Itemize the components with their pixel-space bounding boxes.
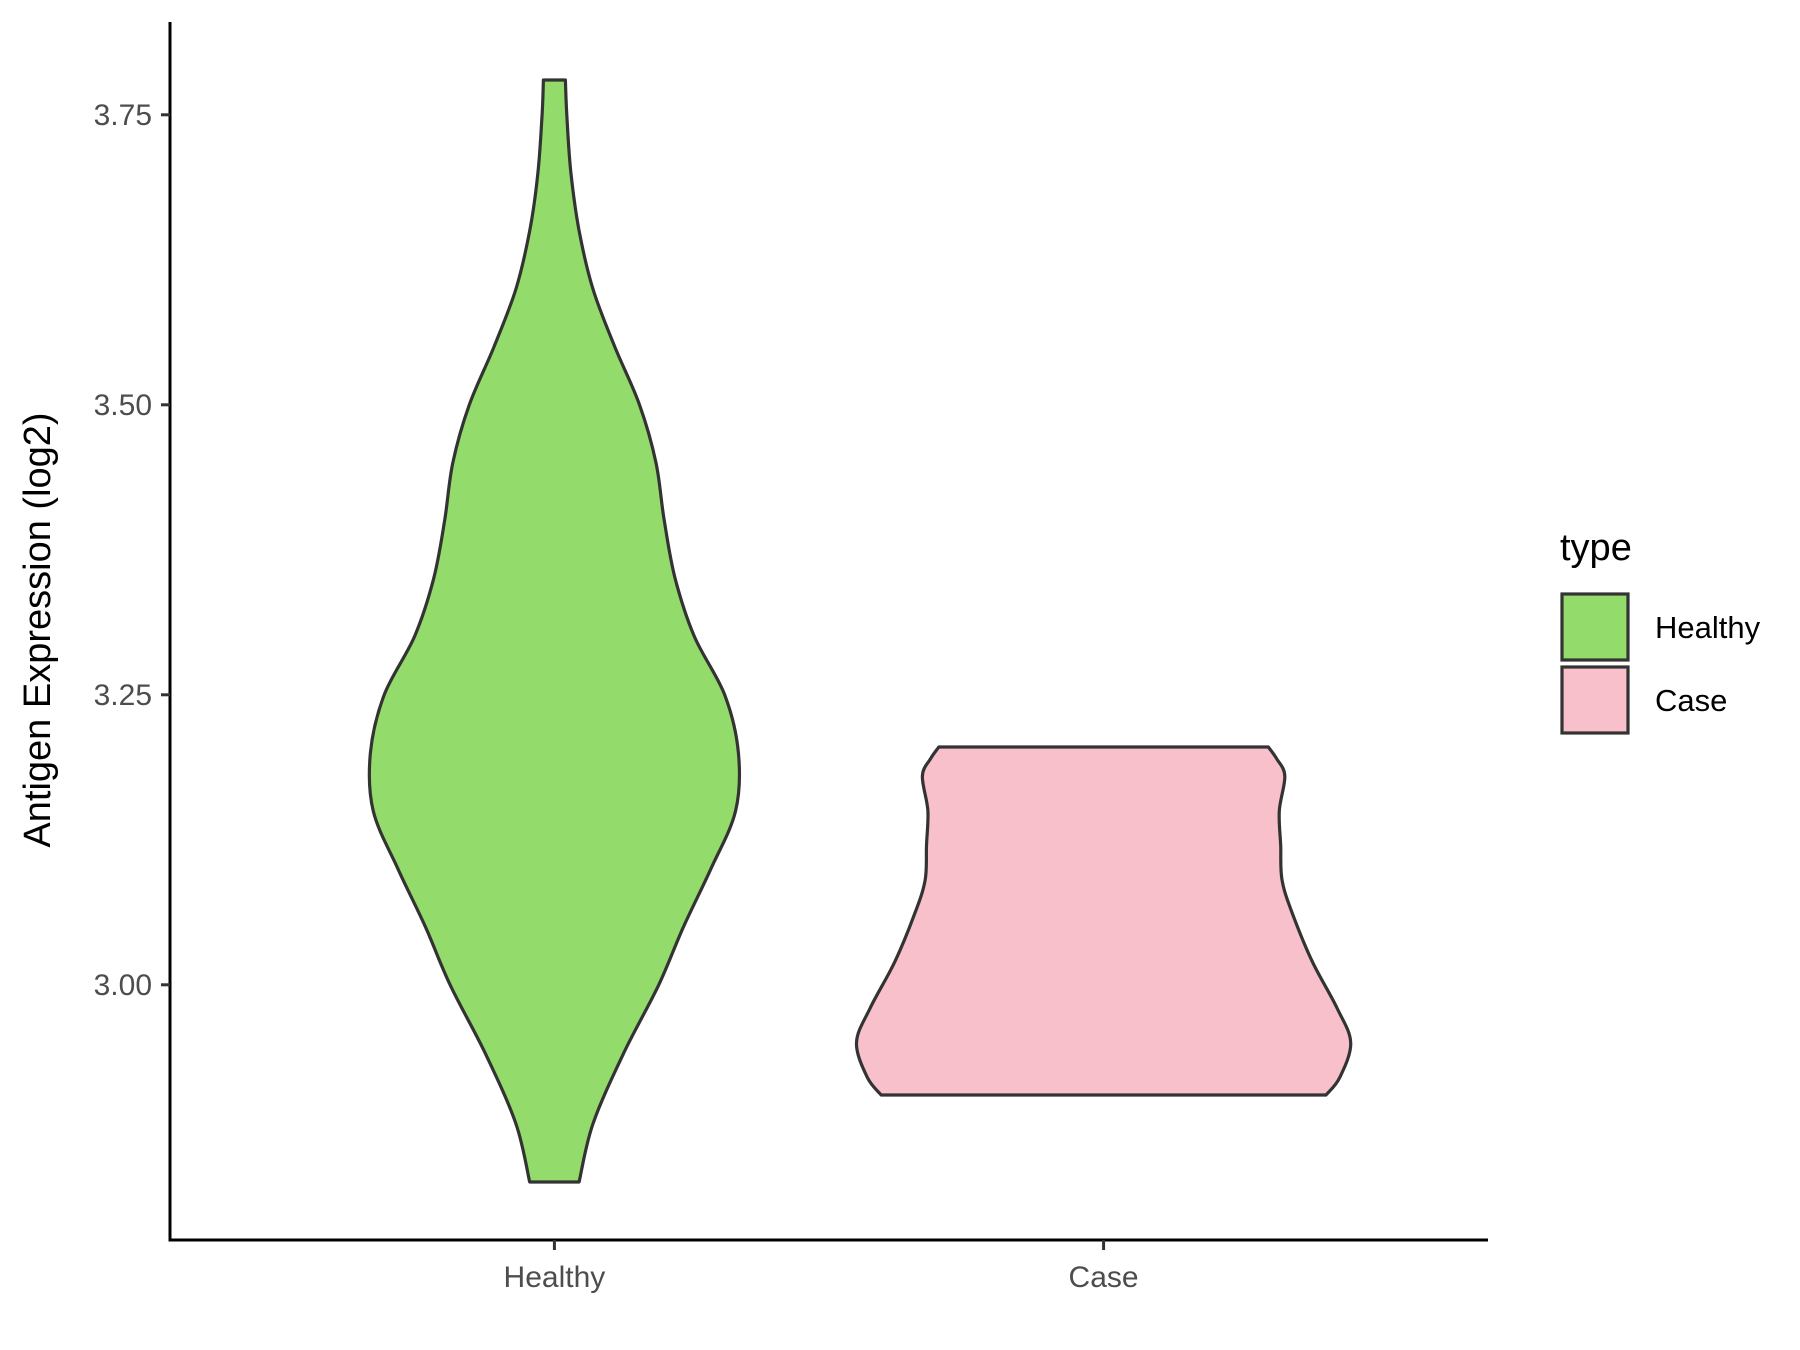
y-ticks: 3.00 3.25 3.50 3.75: [94, 99, 170, 1002]
x-ticks: Healthy Case: [504, 1240, 1139, 1294]
violin-case: [854, 745, 1353, 1097]
legend: type Healthy Case: [1560, 527, 1761, 735]
legend-items: Healthy Case: [1560, 592, 1761, 735]
legend-key-healthy: [1560, 592, 1630, 662]
y-tick-label: 3.00: [94, 969, 152, 1002]
legend-label-healthy: Healthy: [1655, 610, 1761, 645]
y-tick-label: 3.50: [94, 389, 152, 422]
y-axis-title: Antigen Expression (log2): [17, 412, 59, 847]
violins: [367, 78, 1353, 1184]
legend-title: type: [1560, 527, 1632, 569]
x-tick-label: Case: [1069, 1261, 1139, 1294]
legend-label-case: Case: [1655, 683, 1727, 718]
y-tick-label: 3.25: [94, 679, 152, 712]
x-tick-label: Healthy: [504, 1261, 606, 1294]
y-tick-label: 3.75: [94, 99, 152, 132]
axes: 3.00 3.25 3.50 3.75 Healthy Case: [94, 22, 1488, 1294]
legend-key-case: [1560, 665, 1630, 735]
violin-healthy: [367, 78, 742, 1184]
